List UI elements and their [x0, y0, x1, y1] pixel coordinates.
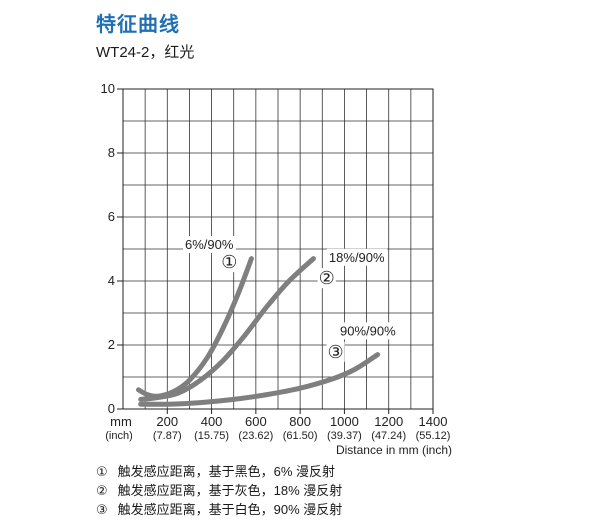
series-line-3: [138, 352, 381, 407]
series-label-bg-3: [338, 322, 399, 340]
x-tick-sublabel: (55.12): [416, 430, 451, 442]
series-label-2: 18%/90%: [329, 250, 385, 265]
x-unit-label: mm: [110, 414, 132, 429]
y-tick-label: 2: [108, 337, 115, 352]
series-marker-bg-1: [220, 252, 239, 273]
series-line-2: [138, 256, 316, 402]
characteristic-curve-chart: 0246810200(7.87)400(15.75)600(23.62)800(…: [101, 81, 452, 457]
y-tick-label: 0: [108, 401, 115, 416]
x-tick-label: 800: [289, 414, 311, 429]
y-tick-label: 6: [108, 209, 115, 224]
y-tick-label: 10: [101, 81, 115, 96]
legend: ① 触发感应距离，基于黑色，6% 漫反射 ② 触发感应距离，基于灰色，18% 漫…: [96, 462, 342, 519]
series-marker-bg-3: [326, 341, 345, 362]
legend-text-2: 触发感应距离，基于灰色，18% 漫反射: [117, 483, 343, 498]
x-unit-label-secondary: (inch): [105, 430, 133, 442]
series-marker-3: ③: [328, 342, 344, 362]
x-tick-label: 1000: [330, 414, 359, 429]
plot-frame: [122, 88, 434, 410]
x-tick-label: 600: [245, 414, 267, 429]
x-tick-label: 1200: [374, 414, 403, 429]
legend-item-3: ③ 触发感应距离，基于白色，90% 漫反射: [96, 500, 342, 519]
x-tick-sublabel: (61.50): [283, 430, 318, 442]
legend-marker-2: ②: [96, 483, 108, 498]
series-label-3: 90%/90%: [340, 323, 396, 338]
series-marker-bg-2: [317, 268, 336, 289]
legend-item-1: ① 触发感应距离，基于黑色，6% 漫反射: [96, 462, 342, 481]
y-tick-label: 8: [108, 145, 115, 160]
legend-text-3: 触发感应距离，基于白色，90% 漫反射: [117, 502, 343, 517]
legend-text-1: 触发感应距离，基于黑色，6% 漫反射: [117, 464, 336, 479]
chart-subtitle: WT24-2，红光: [96, 44, 195, 61]
series-label-bg-1: [183, 236, 236, 253]
legend-marker-3: ③: [96, 502, 108, 517]
series-marker-1: ①: [221, 252, 237, 272]
x-tick-sublabel: (47.24): [371, 430, 406, 442]
x-tick-sublabel: (15.75): [194, 430, 229, 442]
x-tick-sublabel: (39.37): [327, 430, 362, 442]
x-tick-sublabel: (7.87): [153, 430, 182, 442]
series-line-1: [136, 256, 254, 399]
x-axis-title: Distance in mm (inch): [336, 443, 452, 457]
legend-marker-1: ①: [96, 464, 108, 479]
y-tick-label: 4: [108, 273, 115, 288]
series-label-bg-2: [326, 248, 388, 266]
series-label-1: 6%/90%: [185, 237, 234, 252]
chart-title: 特征曲线: [96, 14, 180, 36]
legend-item-2: ② 触发感应距离，基于灰色，18% 漫反射: [96, 481, 342, 500]
series-marker-2: ②: [319, 268, 335, 288]
x-tick-sublabel: (23.62): [238, 430, 273, 442]
x-tick-label: 1400: [419, 414, 448, 429]
x-tick-label: 400: [201, 414, 223, 429]
x-tick-label: 200: [156, 414, 178, 429]
